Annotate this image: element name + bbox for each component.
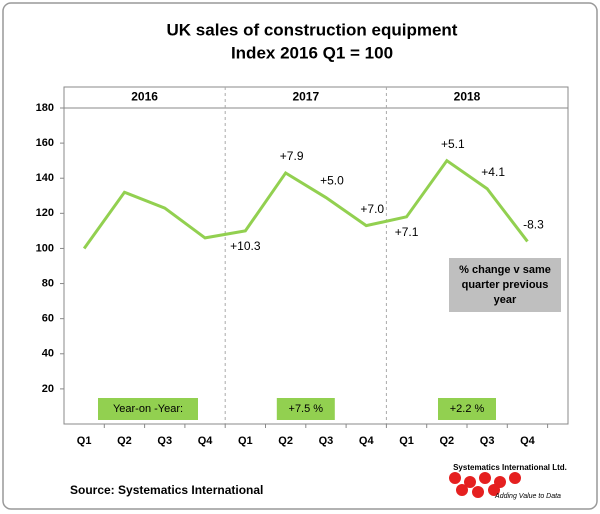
change-label: +7.0 [360,202,384,216]
yoy-label: +7.5 % [289,403,324,415]
logo-dot [509,472,521,484]
logo-dot [488,484,500,496]
x-tick-label: Q3 [319,435,334,447]
x-tick-label: Q1 [238,435,253,447]
y-tick-label: 160 [36,137,54,149]
change-label: +7.9 [280,149,304,163]
yoy-box [276,398,335,420]
y-tick-label: 120 [36,207,54,219]
x-tick-label: Q2 [440,435,455,447]
x-tick-label: Q3 [480,435,495,447]
x-tick-label: Q2 [278,435,293,447]
logo-dot [479,472,491,484]
series-line [82,158,529,250]
note-line: % change v same [459,264,551,276]
yoy-label: +2.2 % [450,403,485,415]
x-tick-label: Q1 [77,435,92,447]
x-tick-label: Q1 [399,435,414,447]
x-tick-label: Q3 [157,435,172,447]
x-tick-label: Q4 [359,435,375,447]
x-tick-label: Q4 [520,435,536,447]
y-tick-label: 180 [36,102,54,114]
logo-tagline: Adding Value to Data [494,493,561,500]
year-label: 2017 [292,90,319,104]
note-line: year [494,294,517,306]
yoy-box [438,398,496,420]
year-label: 2018 [454,90,481,104]
y-tick-label: 80 [42,277,54,289]
change-label: -8.3 [523,218,544,232]
logo-dot [449,472,461,484]
y-tick-label: 140 [36,172,54,184]
note-box [449,258,561,312]
logo-dot [456,484,468,496]
note: % change v same quarter previous year [459,264,551,306]
yoy-box [98,398,198,420]
change-label: +7.1 [395,225,419,239]
change-label: +10.3 [230,239,261,253]
year-label: 2016 [131,90,158,104]
change-label: +5.1 [441,137,465,151]
chart-title: UK sales of construction equipment [167,20,458,39]
x-tick-label: Q2 [117,435,132,447]
source: Source: Systematics International [70,483,263,497]
plot-area [63,86,569,425]
y-tick-label: 20 [42,383,54,395]
logo-dot [464,476,476,488]
change-label: +5.0 [320,174,344,188]
logo-dot [472,486,484,498]
chart-subtitle: Index 2016 Q1 = 100 [231,43,393,62]
logo-name: Systematics International Ltd. [453,463,567,472]
y-tick-label: 60 [42,313,54,325]
y-tick-label: 40 [42,348,54,360]
note-line: quarter previous [462,279,549,291]
x-tick-label: Q4 [198,435,214,447]
y-tick-label: 100 [36,242,54,254]
yoy-label: Year-on -Year: [113,403,183,415]
change-label: +4.1 [481,165,505,179]
